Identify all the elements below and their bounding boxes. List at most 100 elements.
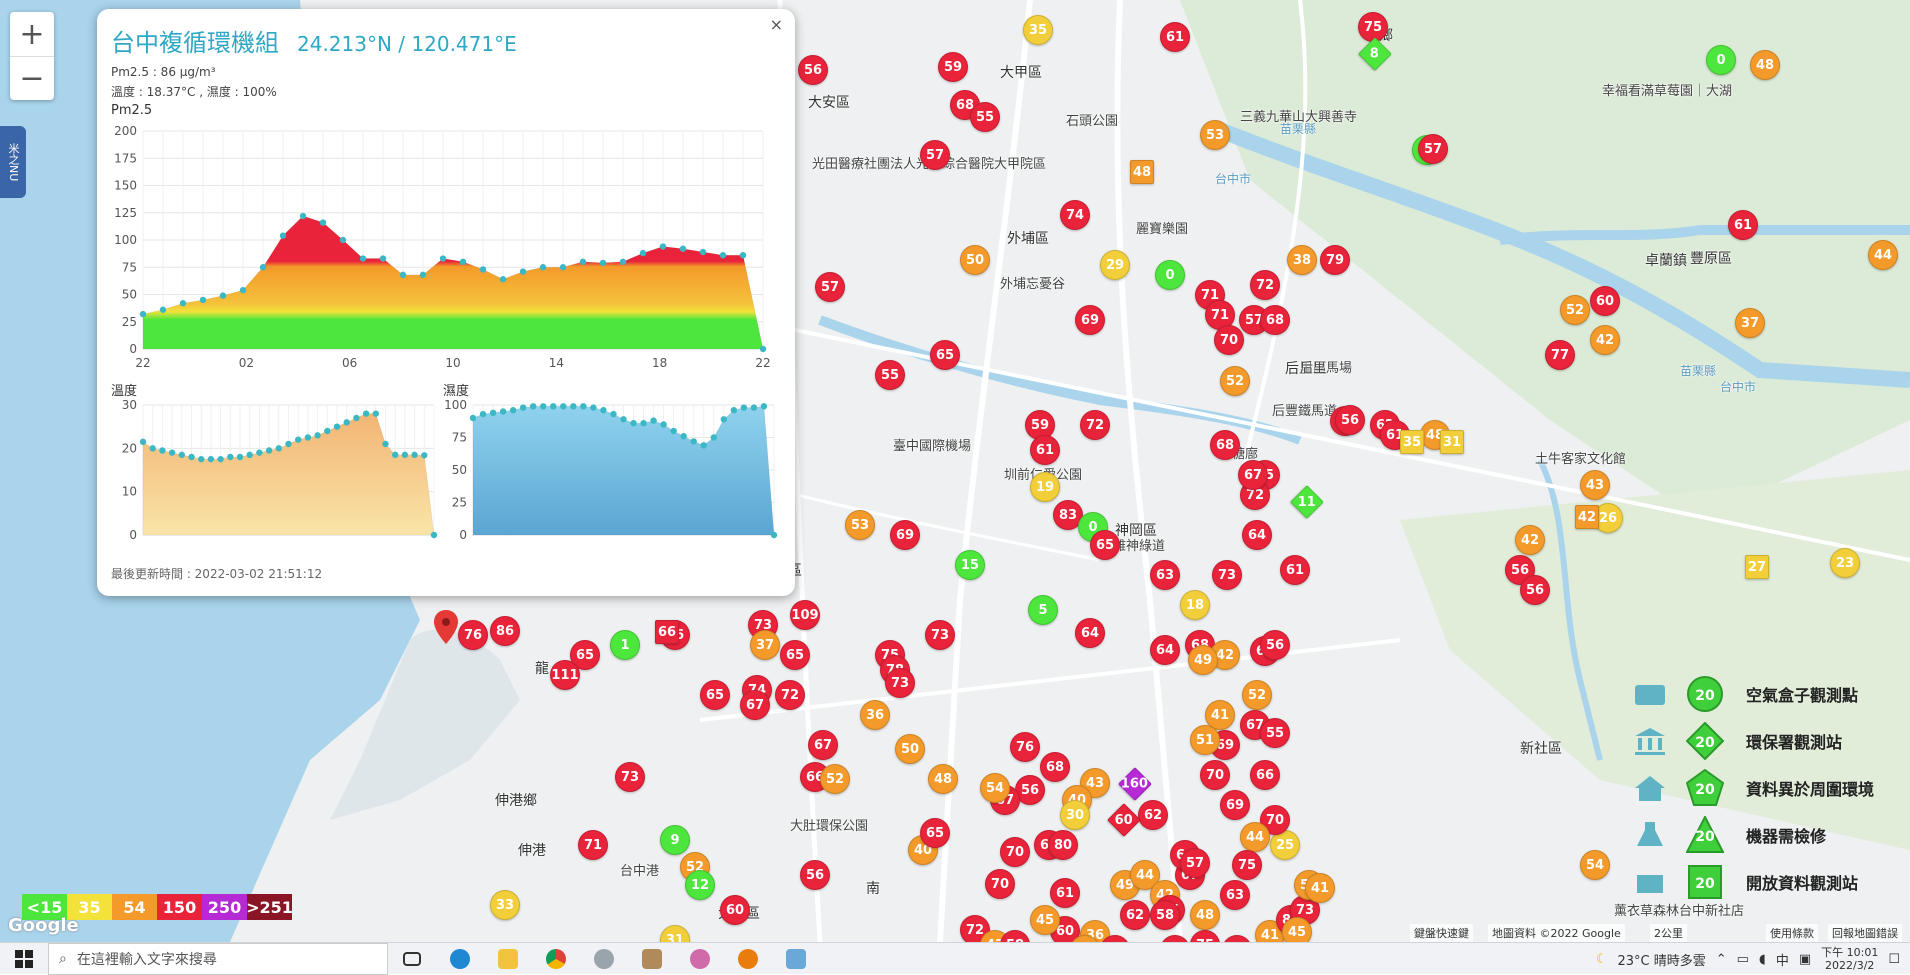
file-explorer-icon[interactable]	[484, 943, 532, 975]
station-marker[interactable]: 51	[1190, 725, 1220, 755]
station-marker[interactable]: 76	[458, 620, 488, 650]
station-marker[interactable]: 70	[985, 869, 1015, 899]
station-marker[interactable]: 59	[938, 52, 968, 82]
station-marker[interactable]: 109	[790, 600, 820, 630]
station-marker[interactable]: 73	[885, 668, 915, 698]
clock[interactable]: 下午 10:01 2022/3/2	[1821, 946, 1878, 972]
station-marker[interactable]: 45	[1030, 905, 1060, 935]
station-marker[interactable]: 74	[1060, 200, 1090, 230]
station-marker[interactable]: 61	[1160, 22, 1190, 52]
ime-indicator[interactable]: 中	[1775, 953, 1789, 969]
station-marker[interactable]: 57	[815, 272, 845, 302]
station-marker[interactable]: 62	[1120, 900, 1150, 930]
station-marker[interactable]: 48	[1130, 160, 1154, 184]
station-marker[interactable]: 56	[800, 860, 830, 890]
notification-icon[interactable]: ☐	[1888, 951, 1900, 967]
station-marker[interactable]: 52	[820, 764, 850, 794]
station-marker[interactable]: 75	[1232, 850, 1262, 880]
station-marker[interactable]: 29	[1100, 250, 1130, 280]
station-marker[interactable]: 23	[1830, 548, 1860, 578]
station-marker[interactable]: 75	[1358, 12, 1388, 42]
input-mode-icon[interactable]: ▣	[1798, 951, 1812, 967]
station-marker[interactable]: 67	[808, 730, 838, 760]
app-icon-3[interactable]	[676, 943, 724, 975]
app-icon-2[interactable]	[628, 943, 676, 975]
station-marker[interactable]: 61	[1030, 435, 1060, 465]
task-view-icon[interactable]	[388, 943, 436, 975]
station-marker[interactable]: 56	[798, 55, 828, 85]
station-marker[interactable]: 111	[550, 660, 580, 690]
station-marker[interactable]: 52	[1242, 680, 1272, 710]
station-marker[interactable]: 64	[1242, 520, 1272, 550]
station-marker[interactable]: 44	[1240, 822, 1270, 852]
station-marker[interactable]: 62	[1138, 800, 1168, 830]
station-marker[interactable]: 57	[1180, 848, 1210, 878]
station-marker[interactable]: 80	[1048, 830, 1078, 860]
zoom-in-button[interactable]: +	[19, 16, 45, 52]
location-pin-icon[interactable]	[434, 610, 458, 644]
station-marker[interactable]: 53	[845, 510, 875, 540]
station-marker[interactable]: 70	[1200, 760, 1230, 790]
station-marker[interactable]: 31	[1440, 430, 1464, 454]
station-marker[interactable]: 19	[1030, 472, 1060, 502]
station-marker[interactable]: 52	[1560, 295, 1590, 325]
station-marker[interactable]: 41	[1305, 873, 1335, 903]
report-error-link[interactable]: 回報地圖錯誤	[1828, 924, 1902, 942]
station-marker[interactable]: 63	[1150, 560, 1180, 590]
station-marker[interactable]: 73	[925, 620, 955, 650]
station-marker[interactable]: 65	[920, 818, 950, 848]
station-marker[interactable]: 76	[1010, 732, 1040, 762]
station-marker[interactable]: 65	[1090, 530, 1120, 560]
station-marker[interactable]: 54	[980, 773, 1010, 803]
station-marker[interactable]: 64	[1075, 618, 1105, 648]
station-marker[interactable]: 43	[1580, 470, 1610, 500]
station-marker[interactable]: 58	[1150, 900, 1180, 930]
station-marker[interactable]: 0	[1706, 45, 1736, 75]
station-marker[interactable]: 68	[1260, 305, 1290, 335]
windows-start-icon[interactable]	[0, 943, 48, 975]
station-marker[interactable]: 77	[1545, 340, 1575, 370]
station-marker[interactable]: 35	[1400, 430, 1424, 454]
tray-chevron-icon[interactable]: ⌃	[1715, 951, 1727, 967]
station-marker[interactable]: 55	[1260, 718, 1290, 748]
station-marker[interactable]: 68	[1210, 430, 1240, 460]
station-marker[interactable]: 38	[1287, 245, 1317, 275]
station-marker[interactable]: 72	[775, 680, 805, 710]
station-marker[interactable]: 57	[1418, 134, 1448, 164]
volume-icon[interactable]: ◖	[1758, 951, 1766, 967]
station-marker[interactable]: 65	[700, 680, 730, 710]
station-marker[interactable]: 15	[955, 550, 985, 580]
blender-icon[interactable]	[724, 943, 772, 975]
edge-icon[interactable]	[436, 943, 484, 975]
network-icon[interactable]: ▭	[1736, 951, 1749, 967]
station-marker[interactable]: 36	[860, 700, 890, 730]
station-marker[interactable]: 65	[570, 640, 600, 670]
station-marker[interactable]: 5	[1028, 595, 1058, 625]
station-marker[interactable]: 69	[1075, 305, 1105, 335]
station-marker[interactable]: 42	[1515, 525, 1545, 555]
weather-text[interactable]: 23°C 晴時多雲	[1617, 953, 1706, 969]
station-marker[interactable]: 57	[920, 140, 950, 170]
terms-link[interactable]: 使用條款	[1766, 924, 1818, 942]
side-tab[interactable]: 米之NU	[0, 126, 26, 198]
station-marker[interactable]: 48	[1750, 50, 1780, 80]
station-marker[interactable]: 42	[1590, 325, 1620, 355]
station-marker[interactable]: 70	[1214, 325, 1244, 355]
station-marker[interactable]: 48	[1190, 900, 1220, 930]
station-marker[interactable]: 70	[1000, 837, 1030, 867]
station-marker[interactable]: 65	[780, 640, 810, 670]
station-marker[interactable]: 68	[1040, 752, 1070, 782]
station-marker[interactable]: 1	[610, 630, 640, 660]
station-marker[interactable]: 56	[1335, 405, 1365, 435]
station-marker[interactable]: 67	[1238, 460, 1268, 490]
station-marker[interactable]: 72	[1250, 270, 1280, 300]
station-marker[interactable]: 73	[615, 762, 645, 792]
station-marker[interactable]: 37	[1735, 308, 1765, 338]
station-marker[interactable]: 45	[1282, 917, 1312, 942]
station-marker[interactable]: 69	[890, 520, 920, 550]
station-marker[interactable]: 30	[1060, 800, 1090, 830]
chrome-icon[interactable]	[532, 943, 580, 975]
station-marker[interactable]: 61	[1050, 878, 1080, 908]
station-marker[interactable]: 33	[490, 890, 520, 920]
zoom-out-button[interactable]: −	[10, 56, 54, 100]
